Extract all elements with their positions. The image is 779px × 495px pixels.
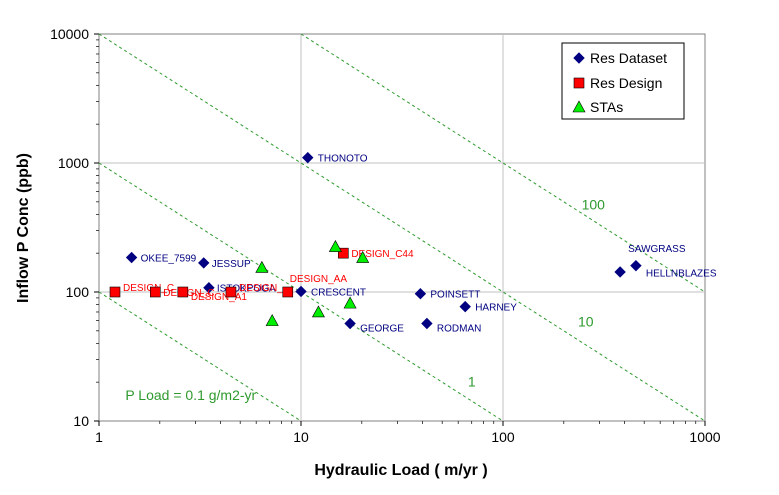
res-dataset-point bbox=[295, 285, 307, 298]
sta-point bbox=[255, 260, 269, 273]
res-dataset-point bbox=[344, 317, 356, 330]
res-dataset-point bbox=[421, 317, 433, 330]
legend-marker-stas bbox=[572, 100, 586, 113]
load-line-label: 10 bbox=[578, 314, 594, 330]
point-label: DESIGN_C44 bbox=[351, 249, 414, 260]
sta-point bbox=[356, 250, 370, 263]
res-design-point bbox=[150, 286, 161, 298]
legend-label-stas: STAs bbox=[590, 99, 623, 115]
point-label: JESSUP bbox=[212, 259, 251, 270]
res-dataset-point bbox=[459, 300, 471, 313]
point-label: SAWGRASS bbox=[628, 244, 686, 255]
load-line bbox=[300, 33, 706, 293]
point-label: OKEE_7599 bbox=[141, 254, 197, 265]
res-dataset-point bbox=[302, 151, 314, 164]
x-tick-label: 100 bbox=[491, 429, 515, 445]
sta-point bbox=[265, 313, 279, 326]
point-label: CRESCENT bbox=[311, 287, 366, 298]
point-label: DESIGN_AA bbox=[290, 274, 348, 285]
res-design-point bbox=[338, 247, 349, 259]
load-line bbox=[98, 162, 504, 422]
res-dataset-point bbox=[414, 287, 427, 300]
point-label: DESIGN_A1 bbox=[191, 292, 248, 303]
point-label: RODMAN bbox=[437, 323, 481, 334]
load-line bbox=[98, 291, 302, 422]
point-label: HELLNBLAZES bbox=[646, 269, 717, 280]
y-axis-title: Inflow P Conc (ppb) bbox=[15, 153, 32, 303]
res-dataset-point bbox=[203, 281, 215, 294]
res-design-point bbox=[109, 286, 121, 298]
res-dataset-point bbox=[630, 259, 642, 272]
tick-labels: 1 10 100 1000 10 100 1000 10000 bbox=[50, 26, 721, 445]
y-tick-label: 100 bbox=[66, 284, 90, 300]
sta-point bbox=[343, 296, 357, 309]
load-line-label: 1 bbox=[468, 374, 476, 390]
point-label: ISTOKPOGA bbox=[217, 284, 276, 295]
legend-label-res-dataset: Res Dataset bbox=[590, 50, 667, 66]
point-label: DESIGN_C bbox=[163, 288, 214, 299]
y-tick-label: 1000 bbox=[58, 155, 89, 171]
legend-label-res-design: Res Design bbox=[590, 75, 662, 91]
point-label: DESIGN_ bbox=[239, 283, 283, 294]
res-dataset-point bbox=[198, 257, 210, 269]
res-design-point bbox=[225, 286, 237, 298]
data-marks: OKEE_7599 JESSUP ISTOKPOGA THONOTO CRESCENT G… bbox=[109, 151, 717, 334]
legend-marker-res-design bbox=[573, 77, 585, 89]
gridlines bbox=[94, 33, 706, 426]
y-tick-label: 10 bbox=[73, 413, 89, 429]
res-design-point bbox=[282, 286, 294, 298]
x-tick-label: 1 bbox=[95, 429, 103, 445]
load-line-label: 100 bbox=[582, 197, 606, 213]
load-line-label: P Load = 0.1 g/m2-yr bbox=[125, 387, 256, 403]
sta-point bbox=[311, 305, 325, 318]
res-dataset-point bbox=[125, 251, 138, 264]
load-lines: P Load = 0.1 g/m2-yr 1 10 100 bbox=[98, 33, 706, 422]
legend: Res Dataset Res Design STAs bbox=[561, 42, 685, 120]
point-label: THONOTO bbox=[318, 154, 368, 165]
x-tick-label: 10 bbox=[293, 429, 309, 445]
legend-marker-res-dataset bbox=[573, 52, 585, 64]
res-dataset-point bbox=[614, 266, 626, 278]
x-tick-label: 1000 bbox=[689, 429, 720, 445]
point-label: POINSETT bbox=[430, 290, 480, 301]
point-label: HARNEY bbox=[475, 303, 517, 314]
point-label: GEORGE bbox=[360, 323, 404, 334]
y-tick-label: 10000 bbox=[50, 26, 89, 42]
sta-point bbox=[328, 239, 342, 252]
point-label: DESIGN_C bbox=[123, 283, 174, 294]
x-axis-title: Hydraulic Load ( m/yr ) bbox=[314, 462, 487, 479]
res-design-point bbox=[177, 286, 189, 298]
